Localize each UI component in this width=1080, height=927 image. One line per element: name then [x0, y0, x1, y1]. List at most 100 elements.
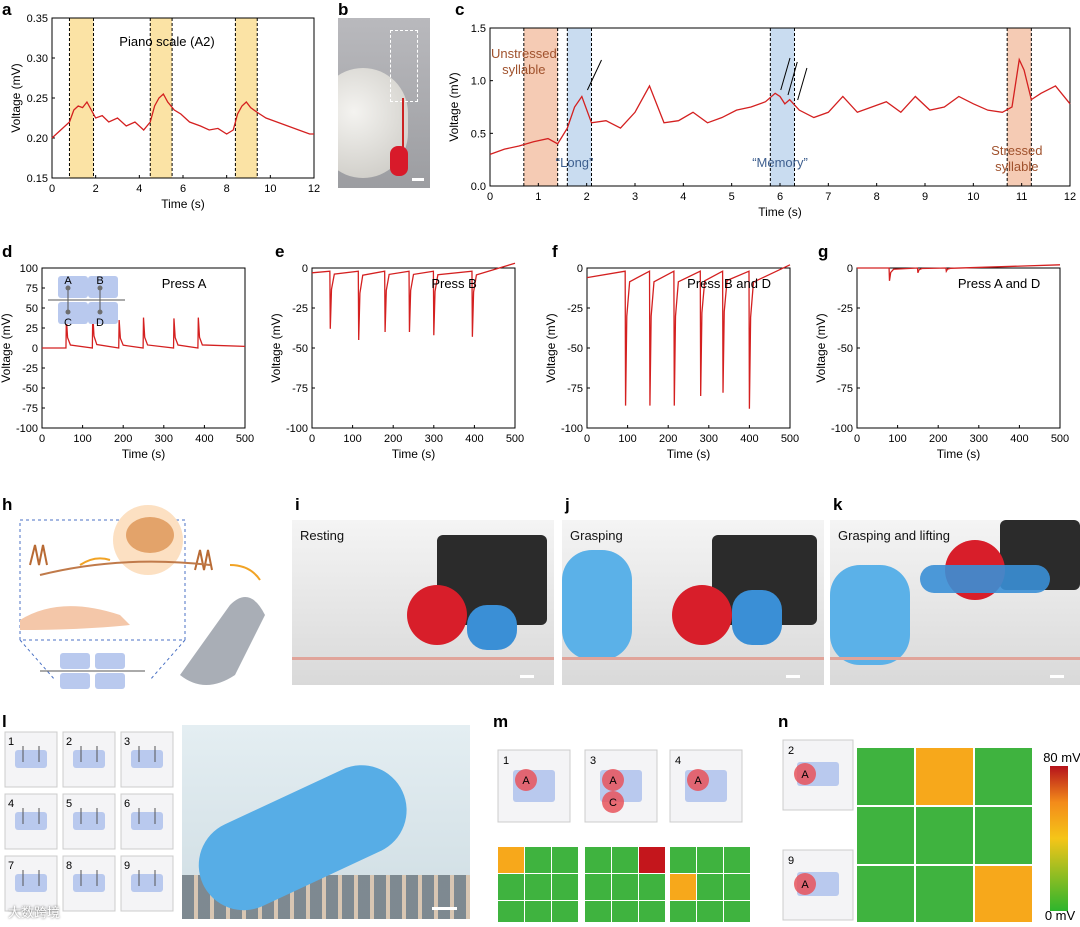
heatmap-cell: [639, 874, 665, 900]
y-tick-label: -75: [837, 383, 853, 395]
heatmap-cell: [670, 874, 696, 900]
x-tick-label: 300: [425, 433, 443, 445]
heatmap-cell: [724, 847, 750, 873]
x-tick-label: 12: [1064, 191, 1076, 203]
x-tick-label: 8: [874, 191, 880, 203]
x-tick-label: 5: [729, 191, 735, 203]
y-tick-label: 0.0: [471, 181, 486, 193]
y-tick-label: 0.35: [27, 13, 48, 25]
heatmap-cell: [612, 874, 638, 900]
chart-title: Press A: [162, 276, 207, 291]
panel-g: g 0 100 200 300 400 500 -100 -75 -50 -25 0 Time (s)…: [814, 240, 1080, 470]
panel-label-b: b: [338, 0, 349, 19]
press-point: [794, 763, 816, 785]
arrow-icon: [229, 564, 261, 581]
y-tick-label: 0.15: [27, 173, 48, 185]
heatmap-cell: [975, 866, 1032, 923]
y-tick-label: 75: [26, 283, 38, 295]
y-tick-label: -75: [292, 383, 308, 395]
node-dot: [97, 285, 103, 291]
node-label: B: [96, 275, 103, 287]
y-tick-label: -100: [561, 423, 583, 435]
x-tick-label: 8: [224, 183, 230, 195]
plot-frame: [856, 267, 1061, 429]
y-tick-label: -100: [16, 423, 38, 435]
panel-i: i Resting: [290, 495, 555, 695]
y-tick-label: 0.30: [27, 53, 48, 65]
highlight-band: [69, 18, 94, 178]
panel-f: f 0 100 200 300 400 500 -100 -75 -50 -25 0 Time (s)…: [544, 240, 815, 470]
y-tick-label: 0: [302, 263, 308, 275]
y-tick-label: -25: [22, 363, 38, 375]
press-label: A: [522, 775, 530, 787]
y-tick-label: 0.20: [27, 133, 48, 145]
chart-title: Press B: [431, 276, 477, 291]
heatmap-cell: [857, 807, 914, 864]
x-tick-label: 200: [659, 433, 677, 445]
panel-l: l 1 2 3 4 5 6 7 8 9 大数跨境: [0, 712, 480, 922]
chart-g: 0 100 200 300 400 500 -100 -75 -50 -25 0 Time (s) Vo…: [814, 263, 1069, 461]
highlight-band: [235, 18, 258, 178]
x-tick-label: 200: [384, 433, 402, 445]
tile-number: 3: [590, 755, 596, 767]
x-tick-label: 4: [136, 183, 142, 195]
panel-n: n 2 A 9 A 80 mV 0 mV: [775, 712, 1080, 923]
y-tick-label: 1.5: [471, 23, 486, 35]
panel-label-i: i: [295, 495, 300, 514]
scale-bar: [786, 675, 800, 678]
trace-line: [42, 313, 246, 349]
press-label: C: [609, 797, 617, 809]
heatmap-cell: [724, 874, 750, 900]
plot-frame: [586, 267, 791, 429]
tile-number: 3: [124, 736, 130, 748]
x-tick-label: 200: [114, 433, 132, 445]
x-tick-label: 400: [1010, 433, 1028, 445]
trace-line: [489, 57, 1071, 156]
panel-label-h: h: [2, 495, 13, 514]
sensor-strip: [830, 657, 1080, 660]
chart-e: 0 100 200 300 400 500 -100 -75 -50 -25 0 Time (s) Vo…: [269, 262, 524, 461]
panel-e: e 0 100 200 300 400 500 -100 -75 -50 -25 0 Time (s)…: [269, 240, 540, 470]
x-tick-label: 0: [487, 191, 493, 203]
x-tick-label: 12: [308, 183, 320, 195]
panel-d: d 0 100 200 300 400 500 -100 -75 -50 -25 0 25 50 75 10…: [0, 240, 265, 470]
blue-finger: [732, 590, 782, 645]
highlight-band: [523, 28, 558, 186]
heatmap-cell: [916, 807, 973, 864]
tile-number: 8: [66, 860, 72, 872]
heatmap-cell: [498, 874, 524, 900]
red-clip: [390, 146, 408, 176]
chart-d: 0 100 200 300 400 500 -100 -75 -50 -25 0 25 50 75 100 T…: [0, 263, 254, 461]
node-dot: [97, 309, 103, 315]
heatmap-cell: [670, 847, 696, 873]
panel-c: c 0 1 2 3 4 5 6 7 8 9 10 11 12 0.0 0.5 1.0 1.5 Time (s) Vo…: [440, 0, 1080, 225]
x-tick-label: 200: [929, 433, 947, 445]
trace-line: [857, 264, 1061, 281]
pad: [88, 302, 118, 324]
x-tick-label: 400: [740, 433, 758, 445]
heatmap-cell: [585, 874, 611, 900]
x-tick-label: 6: [180, 183, 186, 195]
arrow-icon: [797, 67, 808, 101]
x-tick-label: 500: [1051, 433, 1069, 445]
x-tick-label: 0: [309, 433, 315, 445]
caption-grasping-lifting: Grasping and lifting: [838, 528, 951, 543]
panel-label-k: k: [833, 495, 843, 514]
y-tick-label: 100: [20, 263, 38, 275]
highlight-band: [567, 28, 592, 186]
y-axis-label: Voltage (mV): [545, 313, 558, 382]
node-label: C: [64, 317, 72, 329]
pad: [58, 276, 88, 298]
arrow-icon: [787, 61, 798, 96]
heatmap-cell: [639, 847, 665, 873]
arrow-icon: [586, 59, 602, 91]
spike-icon: [29, 544, 48, 566]
press-point: [602, 791, 624, 813]
x-tick-label: 1: [535, 191, 541, 203]
x-tick-label: 3: [632, 191, 638, 203]
x-axis-label: Time (s): [758, 205, 802, 219]
y-axis-label: Voltage (mV): [270, 313, 283, 382]
photo-j: Grasping: [562, 520, 824, 685]
